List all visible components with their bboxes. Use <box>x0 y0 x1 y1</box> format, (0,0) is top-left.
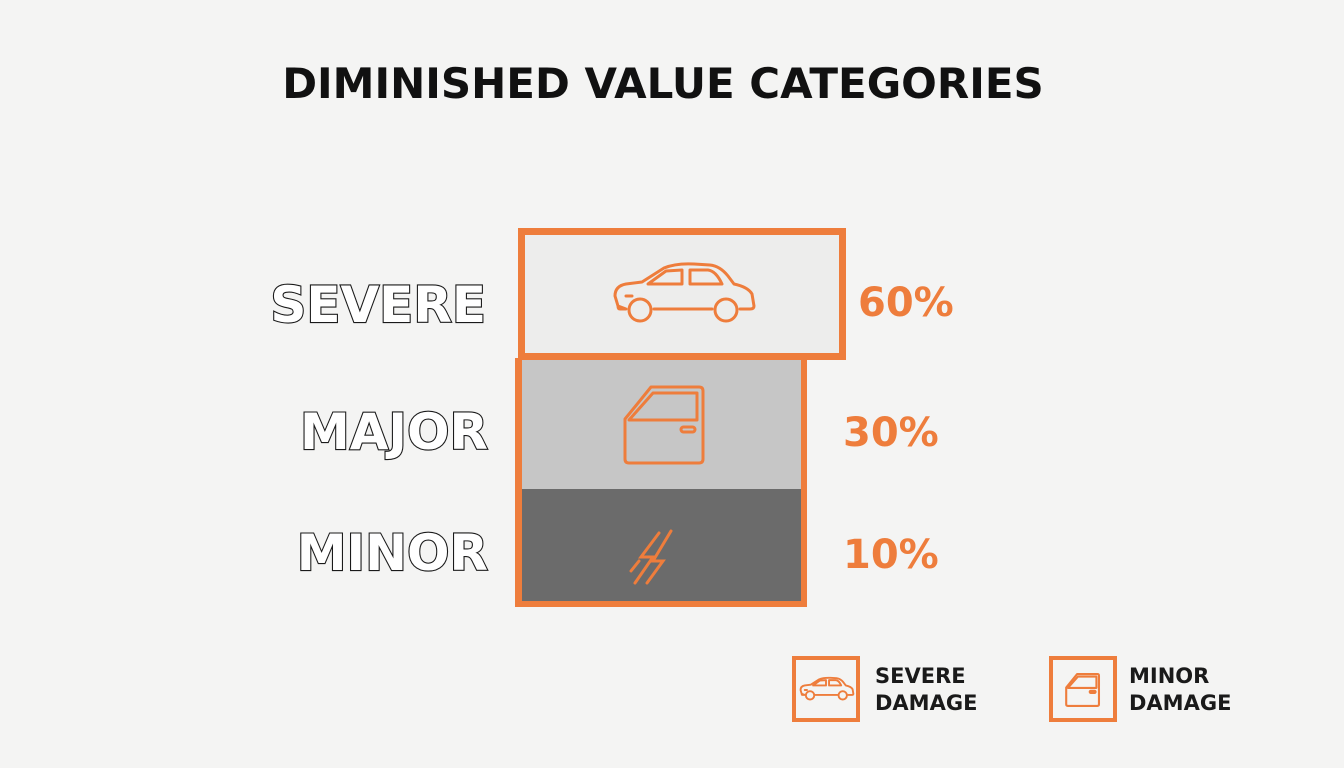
chart-title: DIMINISHED VALUE CATEGORIES <box>282 59 1044 108</box>
labels-layer: SEVERE 60% MAJOR 30% MINOR 10% <box>269 275 954 583</box>
bar-frame-left <box>515 358 522 607</box>
legend-item-severe: SEVERE DAMAGE <box>792 656 977 722</box>
category-label-major: MAJOR <box>300 403 488 461</box>
bar-segment-minor <box>518 489 801 604</box>
bar-frame-bottom <box>515 601 803 607</box>
bar-severe <box>518 228 846 360</box>
car-icon <box>613 262 756 323</box>
value-label-major: 30% <box>843 410 939 456</box>
value-label-severe: 60% <box>858 280 954 326</box>
scratch-icon <box>629 529 673 585</box>
car-door-icon <box>623 385 705 465</box>
legend-label-line2: DAMAGE <box>875 691 977 715</box>
legend-label-line1: SEVERE <box>875 664 966 688</box>
bar-frame-right <box>801 358 807 607</box>
category-label-severe: SEVERE <box>270 276 486 334</box>
bar-segment-major <box>518 360 801 489</box>
bars-layer <box>515 228 846 607</box>
category-label-minor: MINOR <box>297 524 488 582</box>
legend: SEVERE DAMAGE MINOR DAMAGE <box>792 656 1231 722</box>
bar-minor <box>518 489 801 604</box>
legend-label-line1: MINOR <box>1129 664 1209 688</box>
legend-label-line2: DAMAGE <box>1129 691 1231 715</box>
legend-swatch <box>1049 656 1117 722</box>
bar-segment-severe <box>518 228 846 360</box>
legend-item-minor: MINOR DAMAGE <box>1049 656 1231 722</box>
car-door-icon <box>1065 672 1101 708</box>
bar-major <box>518 360 801 489</box>
value-label-minor: 10% <box>843 532 939 578</box>
car-icon <box>799 676 855 701</box>
legend-swatch <box>792 656 860 722</box>
